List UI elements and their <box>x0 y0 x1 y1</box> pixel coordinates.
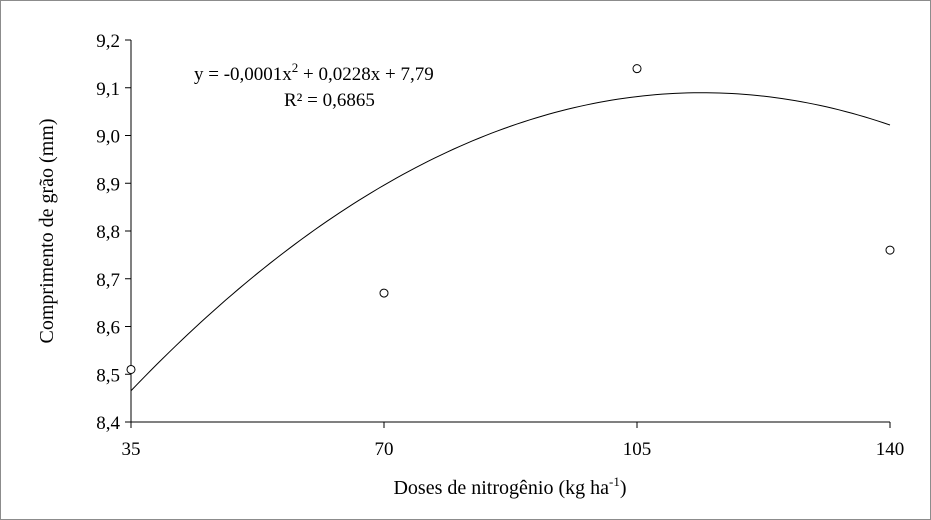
y-ticks: 8,4 8,5 8,6 8,7 8,8 8,9 9,0 9,1 9,2 <box>96 31 131 434</box>
x-tick-label: 140 <box>876 439 905 460</box>
x-ticks: 35 70 105 140 <box>122 422 905 460</box>
y-tick-label: 8,5 <box>96 365 120 386</box>
y-tick-label: 8,4 <box>96 413 120 434</box>
x-tick-label: 105 <box>623 439 652 460</box>
y-tick-label: 8,7 <box>96 270 120 291</box>
y-tick-label: 8,9 <box>96 174 120 195</box>
y-axis-title: Comprimento de grão (mm) <box>36 119 58 344</box>
y-tick-label: 8,8 <box>96 222 120 243</box>
y-tick-label: 8,6 <box>96 318 120 339</box>
data-points <box>126 64 895 374</box>
data-point <box>379 288 389 298</box>
data-point <box>885 245 895 255</box>
r-squared-label: R² = 0,6865 <box>284 90 375 111</box>
data-point <box>632 64 642 74</box>
x-tick-label: 35 <box>122 439 141 460</box>
y-tick-label: 9,2 <box>96 31 120 52</box>
equation-label: y = -0,0001x2 + 0,0228x + 7,79 <box>194 60 434 85</box>
x-tick-label: 70 <box>375 439 394 460</box>
trendline <box>130 92 891 392</box>
x-axis-title: Doses de nitrogênio (kg ha-1) <box>393 474 626 499</box>
y-tick-label: 9,1 <box>96 79 120 100</box>
y-tick-label: 9,0 <box>96 127 120 148</box>
data-point <box>126 364 136 374</box>
